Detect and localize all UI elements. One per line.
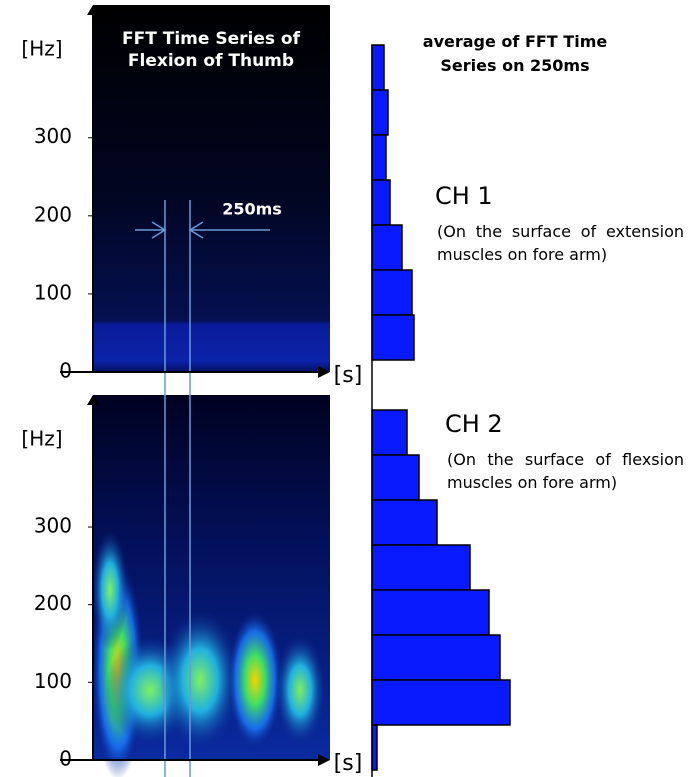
- y-tick-label: 300: [34, 124, 72, 148]
- y-tick-label: 100: [34, 280, 72, 304]
- window-arrows: [135, 221, 270, 239]
- bar: [371, 269, 413, 316]
- bar: [371, 179, 391, 226]
- x-axis-label: [s]: [334, 751, 363, 776]
- annotation: 250ms: [222, 200, 282, 219]
- y-tick-label: 0: [59, 747, 72, 771]
- channel-label: CH 2: [445, 410, 503, 438]
- y-axis-arrow: [87, 5, 99, 15]
- y-tick-label: 200: [34, 591, 72, 615]
- bar: [371, 409, 408, 456]
- channel-note: (On the surface of flexsion muscles on f…: [447, 450, 684, 492]
- bar: [371, 724, 378, 771]
- bar-title: average of FFT Time Series on 250ms: [422, 32, 608, 75]
- chart-title: FFT Time Series of Flexion of Thumb: [122, 29, 300, 71]
- x-axis-label: [s]: [334, 363, 363, 388]
- y-tick-label: 100: [34, 669, 72, 693]
- y-axis-label: [Hz]: [21, 427, 62, 451]
- channel-label: CH 1: [435, 182, 493, 210]
- bar: [371, 499, 438, 546]
- bar: [371, 314, 415, 361]
- y-tick-label: 200: [34, 202, 72, 226]
- bar: [371, 134, 387, 181]
- spectrogram-blobs: [92, 530, 325, 777]
- bar: [371, 224, 403, 271]
- channel-note: (On the surface of extension muscles on …: [437, 222, 684, 264]
- bar: [371, 589, 490, 636]
- y-tick-label: 300: [34, 514, 72, 538]
- bar: [371, 89, 389, 136]
- x-axis-arrow: [318, 366, 330, 378]
- x-axis-arrow: [318, 754, 330, 766]
- bar: [371, 544, 471, 591]
- bar: [371, 44, 385, 91]
- bar: [371, 454, 420, 501]
- spectrogram-image: [93, 5, 330, 372]
- y-axis-label: [Hz]: [21, 37, 62, 61]
- bar: [371, 679, 511, 726]
- y-axis-arrow: [87, 395, 99, 405]
- y-tick-label: 0: [59, 359, 72, 383]
- bar: [371, 634, 501, 681]
